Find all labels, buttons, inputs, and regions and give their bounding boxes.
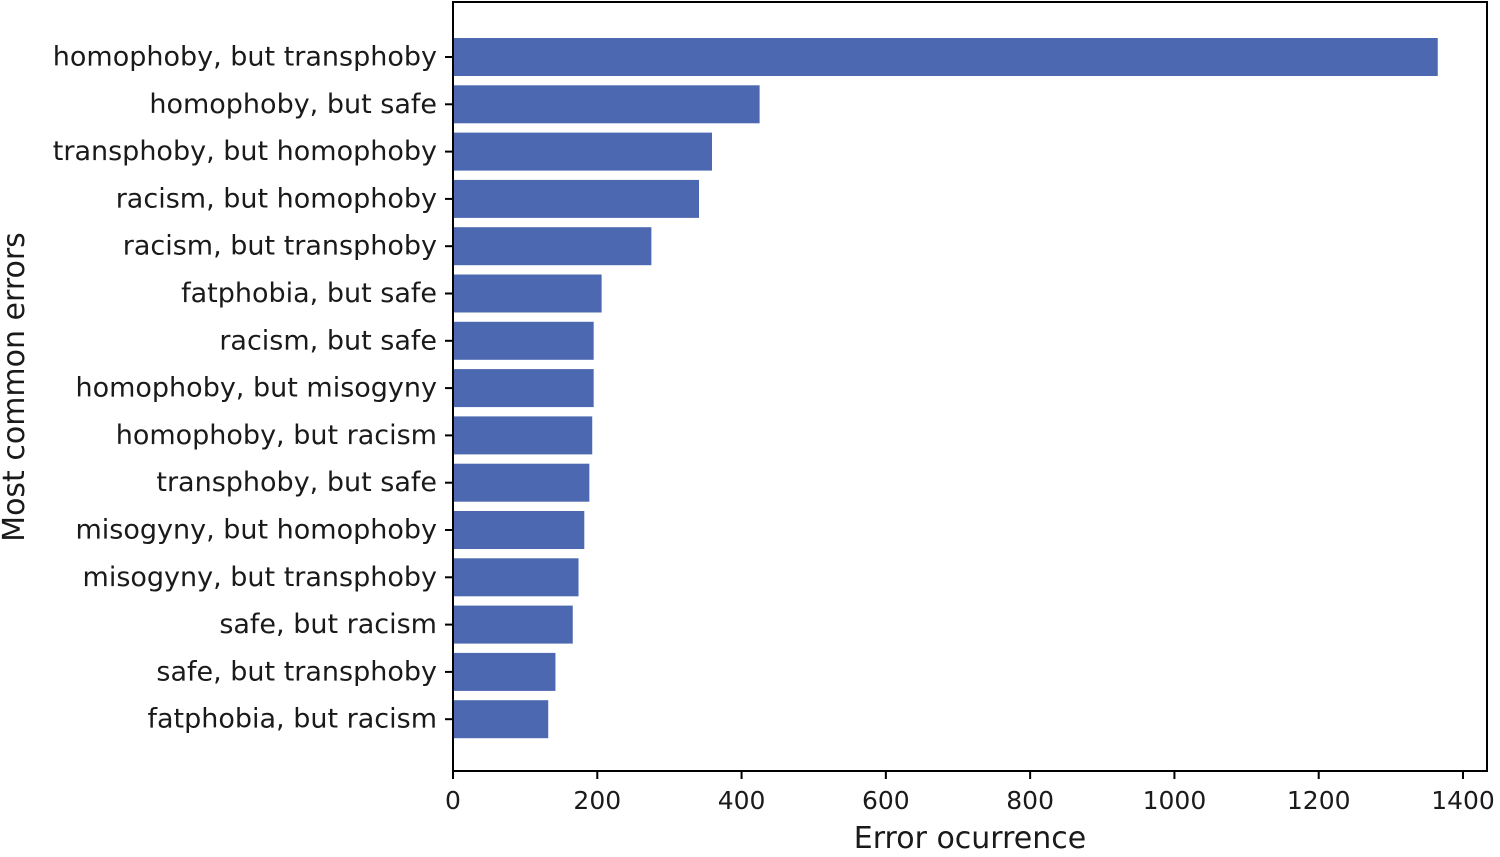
category-label: racism, but transphoby	[123, 231, 437, 262]
category-label: racism, but safe	[219, 325, 437, 356]
bar	[453, 132, 712, 171]
bar	[453, 227, 652, 266]
category-label: misogyny, but transphoby	[83, 562, 438, 593]
category-label: homophoby, but safe	[149, 89, 437, 120]
category-label: safe, but transphoby	[156, 656, 437, 687]
bar	[453, 605, 573, 644]
bar	[453, 321, 594, 360]
bar	[453, 558, 579, 597]
bar	[453, 38, 1438, 76]
bar	[453, 274, 602, 313]
x-tick-label: 1000	[1143, 786, 1207, 815]
category-label: homophoby, but racism	[116, 420, 437, 451]
bar	[453, 652, 556, 691]
bar	[453, 416, 593, 455]
x-ticks: 0 200 400 600 800 1000 1200 1400	[445, 56, 1495, 815]
x-axis-title: Error ocurrence	[854, 821, 1086, 853]
x-tick-label: 800	[1006, 786, 1054, 815]
category-label: homophoby, but transphoby	[53, 42, 437, 73]
plot-frame	[452, 1, 1488, 772]
x-tick-label: 0	[445, 786, 461, 815]
x-tick-label: 400	[718, 786, 766, 815]
category-label: racism, but homophoby	[116, 183, 437, 214]
category-label: transphoby, but homophoby	[53, 136, 437, 167]
category-label: fatphobia, but safe	[181, 278, 437, 309]
bar	[453, 463, 590, 502]
x-tick-label: 1200	[1287, 786, 1351, 815]
category-label: fatphobia, but racism	[147, 704, 437, 735]
category-labels: homophoby, but transphoby homophoby, but …	[53, 42, 437, 735]
bar	[453, 700, 549, 739]
x-tick-label: 600	[862, 786, 910, 815]
bar	[453, 369, 594, 408]
category-label: misogyny, but homophoby	[75, 515, 437, 546]
bar	[453, 511, 585, 549]
bars-layer	[453, 38, 1438, 739]
category-label: transphoby, but safe	[156, 467, 437, 498]
category-label: safe, but racism	[219, 609, 437, 640]
x-tick-label: 200	[573, 786, 621, 815]
category-label: homophoby, but misogyny	[75, 373, 437, 404]
x-tick-label: 1400	[1431, 786, 1495, 815]
bar	[453, 179, 700, 218]
bar	[453, 85, 760, 124]
y-axis-title: Most common errors	[0, 232, 32, 542]
